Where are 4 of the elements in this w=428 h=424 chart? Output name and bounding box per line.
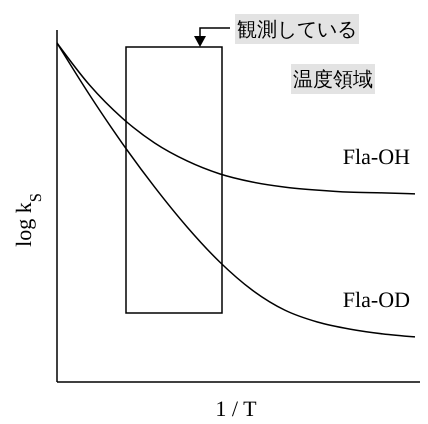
series-label: Fla-OD bbox=[342, 286, 410, 312]
text: 観測している温度領域 bbox=[237, 17, 373, 91]
x-axis-title: 1 / T bbox=[215, 396, 258, 421]
series-label: Fla-OH bbox=[342, 144, 410, 169]
